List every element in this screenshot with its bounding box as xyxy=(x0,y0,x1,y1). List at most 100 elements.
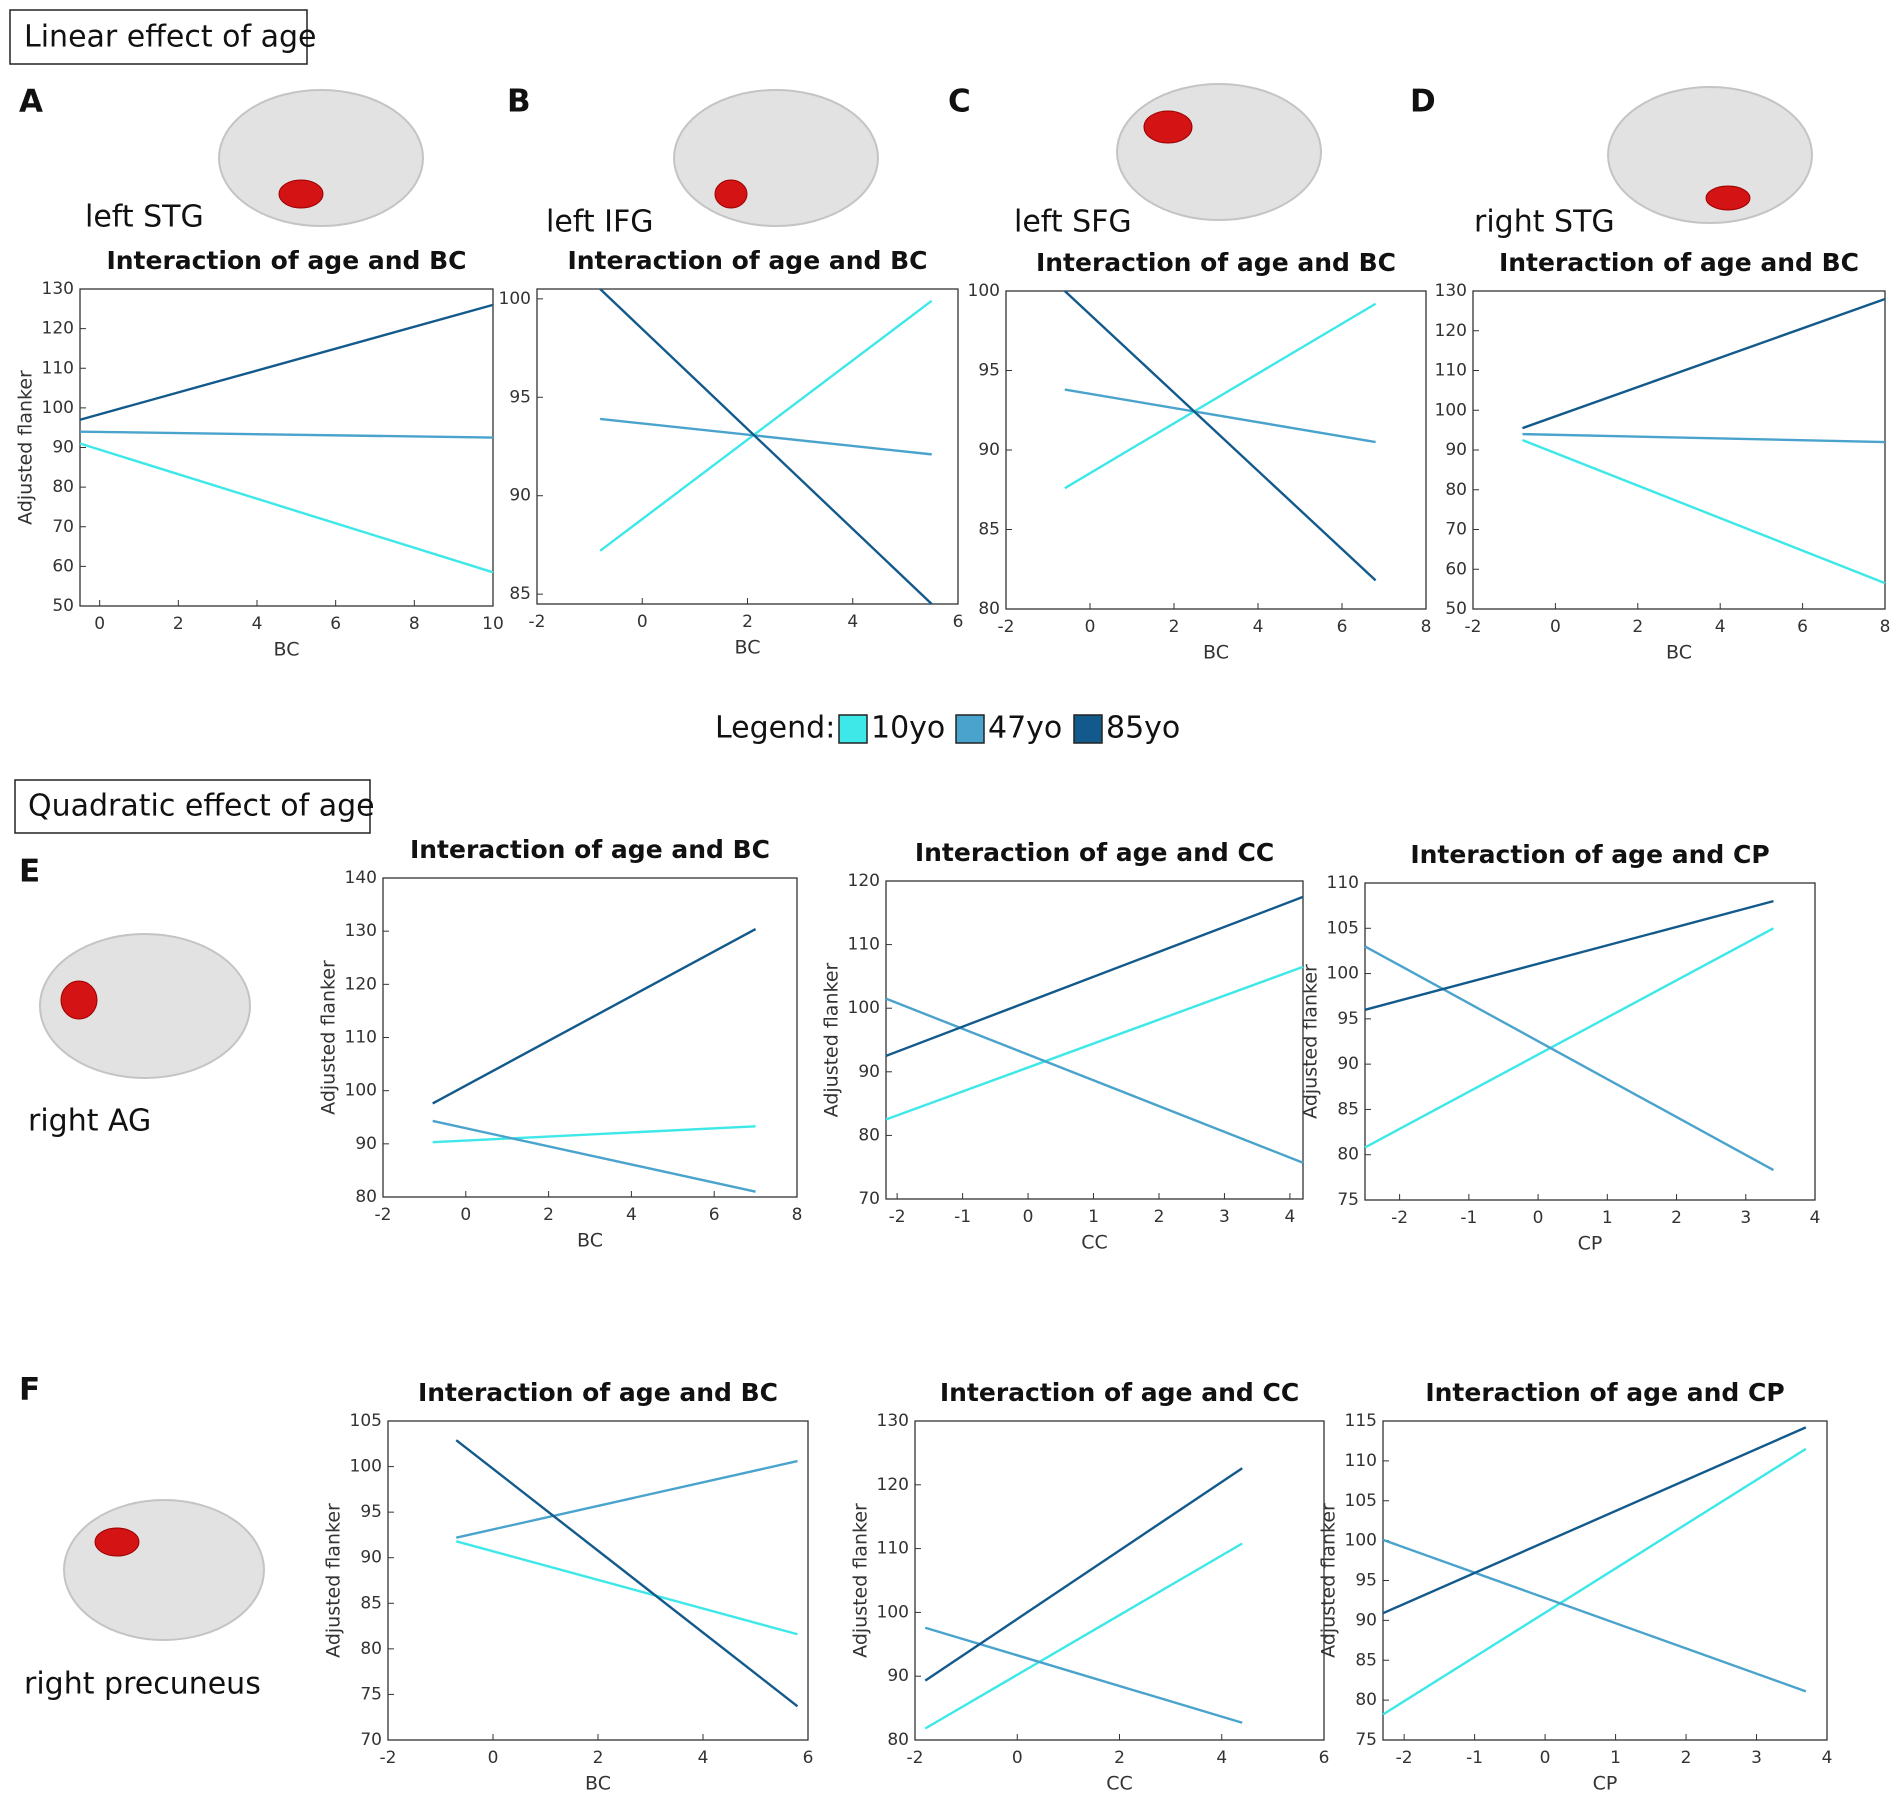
x-tick-label: 2 xyxy=(593,1748,604,1768)
legend-label: 47yo xyxy=(988,711,1062,746)
x-tick-label: 4 xyxy=(252,614,263,634)
y-tick-label: 85 xyxy=(509,584,531,604)
y-tick-label: 90 xyxy=(52,438,74,458)
y-tick-label: 130 xyxy=(877,1411,909,1431)
brain-illustrations xyxy=(39,83,1813,1641)
series-line xyxy=(432,1125,756,1144)
legend-swatch xyxy=(838,714,868,744)
x-tick-label: -1 xyxy=(954,1207,971,1227)
region-label: left STG xyxy=(85,200,204,235)
series-line xyxy=(1364,927,1775,1149)
series-line xyxy=(1382,1426,1807,1615)
y-tick-label: 80 xyxy=(978,599,1000,619)
x-axis-label: BC xyxy=(735,637,761,659)
region-blob xyxy=(1143,110,1193,144)
section-box xyxy=(14,779,371,834)
x-tick-label: 3 xyxy=(1219,1207,1230,1227)
y-tick-label: 90 xyxy=(355,1134,377,1154)
x-tick-label: -2 xyxy=(1396,1748,1413,1768)
x-tick-label: 2 xyxy=(1681,1748,1692,1768)
plot-area xyxy=(1364,882,1816,1201)
series-line xyxy=(885,895,1304,1058)
brain xyxy=(673,89,879,227)
x-tick-label: 2 xyxy=(173,614,184,634)
x-tick-label: -2 xyxy=(1391,1208,1408,1228)
legend-label: 10yo xyxy=(871,711,945,746)
y-tick-label: 95 xyxy=(509,387,531,407)
section-box xyxy=(9,9,308,65)
x-tick-label: -2 xyxy=(889,1207,906,1227)
x-tick-label: 0 xyxy=(1550,617,1561,637)
y-tick-label: 110 xyxy=(42,358,74,378)
y-tick-label: 95 xyxy=(1355,1571,1377,1591)
x-tick-label: 3 xyxy=(1751,1748,1762,1768)
region-blob xyxy=(94,1527,140,1557)
x-tick-label: -2 xyxy=(998,617,1015,637)
series-line xyxy=(924,1626,1243,1724)
x-tick-label: 0 xyxy=(460,1205,471,1225)
series-line xyxy=(1522,432,1886,444)
y-tick-label: 75 xyxy=(1337,1190,1359,1210)
x-tick-label: 6 xyxy=(1797,617,1808,637)
x-tick-label: 6 xyxy=(953,612,964,632)
y-axis-label: Adjusted flanker xyxy=(318,960,340,1115)
x-tick-label: 6 xyxy=(709,1205,720,1225)
panel-letter: E xyxy=(19,854,40,890)
x-tick-label: 4 xyxy=(1810,1208,1821,1228)
x-tick-label: 2 xyxy=(742,612,753,632)
region-label: right AG xyxy=(28,1104,151,1139)
x-tick-label: 0 xyxy=(1023,1207,1034,1227)
x-tick-label: 4 xyxy=(1253,617,1264,637)
y-axis-label: Adjusted flanker xyxy=(850,1503,872,1658)
y-tick-label: 75 xyxy=(360,1684,382,1704)
x-tick-label: 2 xyxy=(543,1205,554,1225)
region-label: left IFG xyxy=(546,205,653,240)
x-tick-label: 0 xyxy=(1012,1748,1023,1768)
y-tick-label: 100 xyxy=(345,1081,377,1101)
y-tick-label: 105 xyxy=(350,1411,382,1431)
x-tick-label: 1 xyxy=(1088,1207,1099,1227)
y-tick-label: 100 xyxy=(499,289,531,309)
series-line xyxy=(79,442,494,574)
y-tick-label: 80 xyxy=(52,477,74,497)
series-line xyxy=(885,997,1304,1164)
x-axis-label: BC xyxy=(274,639,300,661)
series-line xyxy=(79,303,494,421)
series-line xyxy=(600,417,932,456)
x-tick-label: 0 xyxy=(94,614,105,634)
brain xyxy=(63,1499,265,1641)
series-line xyxy=(1382,1447,1807,1716)
y-tick-label: 100 xyxy=(1435,400,1467,420)
series-line xyxy=(1364,899,1774,1011)
chart-title: Interaction of age and BC xyxy=(567,246,927,275)
region-blob xyxy=(278,179,324,209)
y-tick-label: 120 xyxy=(848,871,880,891)
section-title: Linear effect of age xyxy=(24,20,317,55)
chart-title: Interaction of age and CP xyxy=(1410,840,1769,869)
y-tick-label: 90 xyxy=(1355,1610,1377,1630)
region-blob xyxy=(714,179,748,209)
y-tick-label: 90 xyxy=(509,486,531,506)
series-line xyxy=(1064,302,1377,490)
y-tick-label: 80 xyxy=(360,1639,382,1659)
y-tick-label: 100 xyxy=(877,1602,909,1622)
chart-title: Interaction of age and BC xyxy=(1499,248,1859,277)
series-line xyxy=(924,1467,1243,1682)
brain xyxy=(1116,83,1322,221)
series-line xyxy=(432,1119,756,1193)
y-tick-label: 80 xyxy=(887,1730,909,1750)
chart-title: Interaction of age and BC xyxy=(106,246,466,275)
series-line xyxy=(599,288,933,605)
plot-area xyxy=(885,880,1304,1200)
x-tick-label: 1 xyxy=(1602,1208,1613,1228)
y-tick-label: 80 xyxy=(1355,1690,1377,1710)
plot-area xyxy=(382,877,798,1198)
panel-letter: A xyxy=(19,84,43,120)
chart-title: Interaction of age and CC xyxy=(915,838,1274,867)
y-axis-label: Adjusted flanker xyxy=(323,1503,345,1658)
legend-label: 85yo xyxy=(1106,711,1180,746)
x-tick-label: 4 xyxy=(847,612,858,632)
legend-swatch xyxy=(955,714,985,744)
x-tick-label: 4 xyxy=(1715,617,1726,637)
